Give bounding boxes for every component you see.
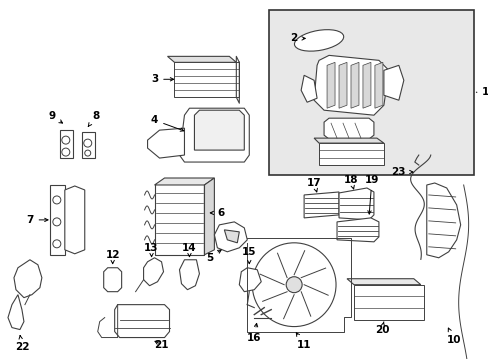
Polygon shape	[194, 110, 244, 150]
Polygon shape	[81, 132, 95, 158]
Text: 6: 6	[210, 208, 224, 218]
Polygon shape	[374, 62, 382, 108]
Polygon shape	[350, 62, 358, 108]
Polygon shape	[304, 192, 338, 218]
Text: 12: 12	[105, 250, 120, 264]
Polygon shape	[338, 188, 373, 220]
Polygon shape	[167, 57, 236, 62]
Text: 4: 4	[151, 115, 183, 131]
Text: 20: 20	[374, 322, 388, 334]
Text: 19: 19	[364, 175, 378, 214]
Text: 18: 18	[343, 175, 358, 189]
Bar	[319, 143, 383, 165]
Polygon shape	[326, 62, 334, 108]
Polygon shape	[362, 62, 370, 108]
Text: 17: 17	[306, 178, 321, 192]
Polygon shape	[143, 258, 163, 286]
Text: 1: 1	[481, 87, 488, 97]
Polygon shape	[346, 279, 420, 285]
Text: 16: 16	[246, 323, 261, 343]
Bar	[174, 62, 239, 97]
Text: 3: 3	[151, 74, 173, 84]
Polygon shape	[313, 138, 383, 143]
Text: 13: 13	[144, 243, 159, 257]
Ellipse shape	[294, 30, 343, 51]
Text: 22: 22	[15, 336, 29, 351]
Polygon shape	[154, 178, 214, 185]
Polygon shape	[239, 268, 261, 292]
Bar	[353, 285, 423, 320]
Polygon shape	[103, 268, 122, 292]
Polygon shape	[383, 65, 403, 100]
Polygon shape	[179, 260, 199, 290]
Polygon shape	[324, 118, 373, 139]
Polygon shape	[336, 218, 378, 242]
Polygon shape	[8, 295, 24, 329]
Text: 2: 2	[290, 33, 305, 44]
Polygon shape	[313, 55, 388, 115]
Text: 11: 11	[296, 333, 311, 350]
Text: 7: 7	[26, 215, 48, 225]
Text: 23: 23	[391, 167, 412, 177]
Polygon shape	[301, 75, 316, 102]
Polygon shape	[179, 108, 249, 162]
Text: 15: 15	[242, 247, 256, 264]
Polygon shape	[50, 185, 65, 255]
Polygon shape	[426, 183, 460, 258]
Bar	[269, 10, 473, 175]
Polygon shape	[214, 222, 247, 252]
Polygon shape	[14, 260, 42, 298]
Polygon shape	[65, 186, 84, 254]
Text: 8: 8	[88, 111, 99, 126]
Polygon shape	[60, 130, 73, 158]
Circle shape	[285, 277, 302, 293]
Text: 5: 5	[205, 250, 221, 263]
Polygon shape	[204, 178, 214, 255]
Polygon shape	[147, 128, 184, 158]
Text: 14: 14	[182, 243, 196, 257]
Polygon shape	[338, 62, 346, 108]
Text: 21: 21	[154, 339, 168, 350]
Text: 10: 10	[446, 328, 460, 345]
Text: 9: 9	[48, 111, 62, 123]
Polygon shape	[224, 230, 239, 243]
Circle shape	[252, 243, 335, 327]
Polygon shape	[114, 305, 169, 338]
